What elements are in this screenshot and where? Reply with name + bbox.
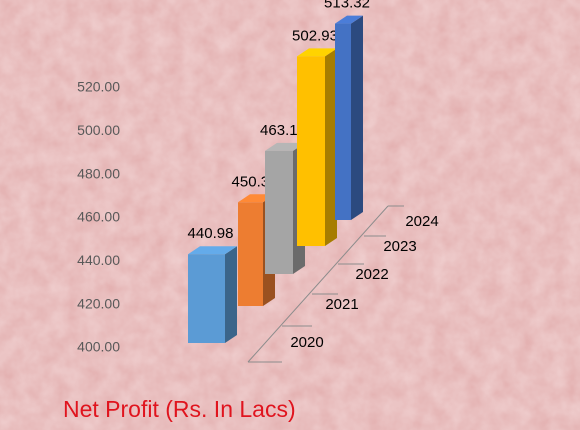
y-tick-label: 460.00 (77, 209, 120, 225)
y-tick-label: 480.00 (77, 165, 120, 181)
bar-front (265, 150, 293, 274)
bar-front (188, 254, 225, 343)
x-tick-label: 2024 (405, 213, 438, 230)
x-tick-label: 2022 (355, 266, 388, 283)
bar-top (297, 48, 337, 57)
bar-front (297, 56, 325, 246)
x-tick-label: 2023 (383, 238, 416, 255)
y-tick-label: 400.00 (77, 339, 120, 355)
x-tick-label: 2020 (290, 334, 323, 351)
y-tick-label: 500.00 (77, 122, 120, 138)
bar-top (188, 246, 237, 255)
value-label: 502.93 (292, 27, 338, 44)
chart-title: Net Profit (Rs. In Lacs) (63, 396, 296, 422)
y-tick-label: 520.00 (77, 79, 120, 95)
bar (297, 48, 337, 246)
floor (247, 205, 404, 363)
y-tick-label: 420.00 (77, 295, 120, 311)
y-tick-label: 440.00 (77, 252, 120, 268)
value-label: 440.98 (188, 225, 234, 242)
value-label: 463.15 (260, 122, 306, 139)
bar-side (351, 15, 363, 220)
bar-top (335, 15, 363, 24)
bar-top (265, 142, 305, 151)
bar (335, 15, 363, 220)
bar (188, 246, 237, 343)
x-tick-label: 2021 (325, 296, 358, 313)
value-label: 513.32 (324, 0, 370, 12)
bar-side (325, 48, 337, 246)
bar-front (238, 202, 263, 306)
bar-side (225, 246, 237, 343)
bar-front (335, 23, 351, 220)
